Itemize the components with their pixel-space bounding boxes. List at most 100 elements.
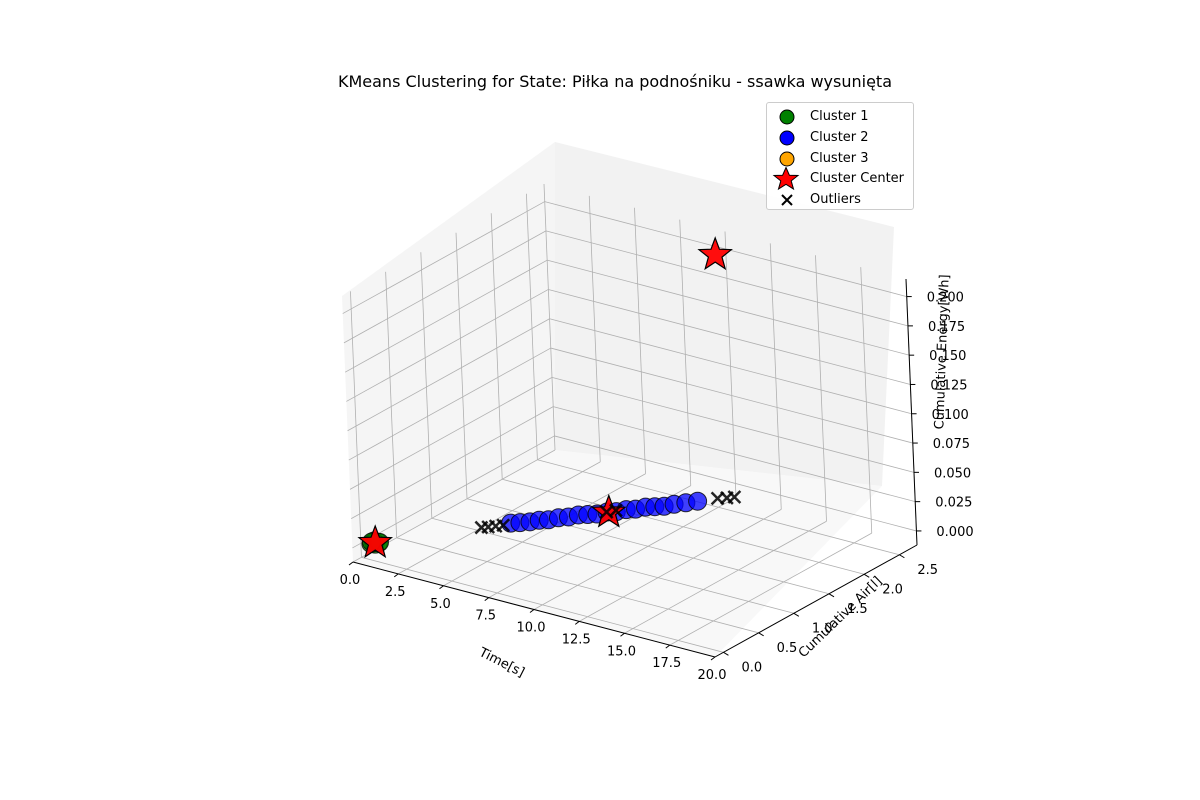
- legend: Cluster 1 Cluster 2 Cluster 3 Cluster Ce…: [766, 102, 914, 210]
- y-tick-mark: [758, 632, 764, 637]
- cluster-2-point: [688, 491, 708, 511]
- x-grid-line-back: [679, 219, 692, 486]
- legend-label: Outliers: [810, 192, 861, 207]
- z-tick-label: 0.075: [933, 437, 970, 452]
- outlier-x-icon: [781, 194, 793, 206]
- y-grid-line-floor: [361, 556, 724, 653]
- x-tick-mark: [529, 609, 535, 613]
- x-tick-label: 12.5: [562, 632, 591, 647]
- legend-label: Cluster Center: [810, 171, 905, 186]
- z-grid-line-back: [545, 230, 909, 327]
- cluster-center-point: [697, 236, 733, 271]
- x-tick-mark: [393, 573, 399, 578]
- y-tick-mark: [899, 554, 905, 559]
- tick-labels: 0.0 2.5 5.0 7.5 10.0 12.5 15.0 17.5 20.0 0.0 0.5 1.…: [340, 291, 974, 683]
- outlier-point: [609, 503, 623, 518]
- z-grid-line-left: [352, 435, 555, 549]
- z-tick-label: 0.100: [932, 408, 969, 423]
- x-grid-line-back: [769, 243, 782, 510]
- y-tick-mark: [793, 612, 800, 617]
- z-grid-line-back: [550, 347, 913, 444]
- y-tick-mark: [863, 573, 870, 578]
- floor-pane: [353, 450, 882, 657]
- z-grid-line-left: [348, 347, 551, 461]
- z-grid-line-back: [551, 376, 915, 473]
- z-grid-line-left: [346, 289, 549, 402]
- x-tick-label: 7.5: [475, 609, 496, 624]
- x-grid-line-back: [588, 195, 601, 462]
- z-grid-line-back: [553, 406, 916, 503]
- y-tick-label: 0.0: [741, 660, 762, 675]
- legend-label: Cluster 1: [810, 109, 869, 124]
- chart-title: KMeans Clustering for State: Piłka na po…: [338, 72, 892, 91]
- z-tick-label: 0.175: [928, 320, 965, 335]
- legend-item-cluster-center: Cluster Center: [767, 167, 913, 191]
- z-tick-label: 0.025: [935, 496, 972, 511]
- x-grid-line-floor: [669, 532, 872, 646]
- legend-item-cluster-3: Cluster 3: [767, 149, 913, 169]
- x-tick-label: 15.0: [607, 644, 636, 659]
- legend-item-cluster-2: Cluster 2: [767, 128, 913, 148]
- y-grid-line-left: [385, 271, 398, 538]
- legend-label: Cluster 2: [810, 130, 869, 145]
- y-tick-mark: [723, 651, 729, 656]
- y-grid-line-left: [420, 252, 433, 519]
- x-grid-line-floor: [533, 497, 737, 610]
- outlier-point: [496, 518, 511, 533]
- y-grid-line-floor: [431, 517, 794, 614]
- legend-item-outliers: Outliers: [767, 190, 913, 210]
- y-axis-line: [714, 544, 918, 658]
- x-grid-line-back: [543, 183, 556, 451]
- x-tick-label: 20.0: [698, 668, 727, 683]
- z-grid-line-back: [554, 435, 917, 532]
- x-tick-mark: [348, 561, 354, 566]
- z-tick-label: 0.000: [936, 525, 973, 540]
- legend-label: Cluster 3: [810, 151, 869, 166]
- y-grid-line-left: [526, 193, 538, 460]
- x-axis-label: Time[s]: [476, 645, 527, 681]
- x-grid-line-floor: [398, 461, 601, 575]
- x-grid-line-back: [634, 207, 646, 474]
- x-tick-mark: [665, 644, 671, 649]
- data-marks: [357, 236, 742, 559]
- outlier-point: [727, 490, 742, 504]
- z-grid-line-back: [549, 318, 912, 415]
- x-tick-label: 2.5: [385, 585, 406, 600]
- x-tick-label: 10.0: [517, 621, 546, 636]
- x-tick-label: 17.5: [652, 656, 681, 671]
- x-tick-mark: [439, 585, 444, 590]
- x-grid-line-back: [724, 231, 737, 498]
- axes: [348, 278, 922, 661]
- x-grid-line-back: [815, 255, 827, 522]
- x-grid-line-floor: [579, 509, 782, 622]
- z-tick-label: 0.050: [934, 466, 971, 481]
- cluster-3-marker-icon: [779, 151, 795, 167]
- back-left-pane: [342, 142, 555, 562]
- z-grid-line-left: [343, 230, 547, 344]
- cluster-center-point: [357, 524, 394, 559]
- z-tick-label: 0.125: [930, 378, 967, 393]
- y-grid-line-left: [490, 213, 503, 480]
- legend-item-cluster-1: Cluster 1: [767, 107, 913, 127]
- z-tick-label: 0.150: [929, 349, 966, 364]
- y-grid-line-floor: [502, 478, 865, 575]
- y-grid-line-floor: [537, 459, 900, 556]
- y-grid-line-left: [455, 232, 468, 499]
- z-axis-line: [905, 278, 918, 546]
- y-tick-mark: [828, 593, 835, 598]
- x-tick-mark: [620, 632, 625, 637]
- x-tick-mark: [710, 656, 716, 661]
- x-tick-label: 5.0: [430, 597, 451, 612]
- x-tick-mark: [484, 597, 490, 602]
- y-tick-label: 0.5: [777, 641, 798, 656]
- cluster-2-marker-icon: [779, 130, 795, 146]
- z-grid-line-left: [342, 201, 545, 314]
- y-grid-line-floor: [396, 537, 759, 634]
- y-grid-line-left: [350, 291, 362, 558]
- y-tick-label: 2.0: [882, 582, 903, 597]
- z-axis-label: Cumulative Energy[Wh]: [932, 274, 952, 430]
- x-grid-line-floor: [443, 473, 646, 587]
- x-tick-mark: [574, 620, 580, 625]
- z-grid-line-back: [547, 259, 910, 356]
